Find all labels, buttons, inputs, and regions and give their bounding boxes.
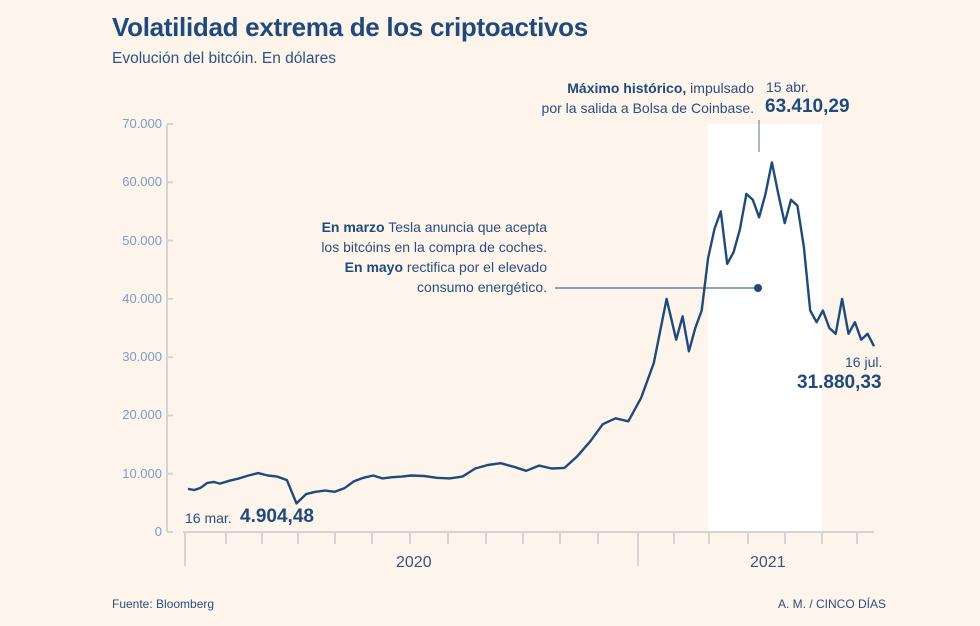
tesla-annotation-text-3: rectifica por el elevado (403, 259, 547, 275)
chart-subtitle: Evolución del bitcóin. En dólares (112, 50, 337, 67)
peak-annotation-line2: por la salida a Bolsa de Coinbase. (541, 100, 754, 116)
x-ticks (184, 532, 858, 566)
tesla-annotation-text-4: consumo energético. (417, 279, 547, 295)
low-date-label: 16 mar. (185, 510, 232, 526)
tesla-annotation-text-2: los bitcóins en la compra de coches. (321, 239, 547, 255)
bitcoin-price-line (187, 161, 876, 505)
peak-value-label: 63.410,29 (765, 96, 850, 117)
y-tick-label: 0 (154, 524, 162, 539)
y-tick-label: 10.000 (122, 465, 162, 481)
last-value-label: 31.880,33 (797, 372, 882, 393)
x-year-label-2021: 2021 (750, 554, 786, 571)
y-ticks (167, 123, 173, 533)
last-date-label: 16 jul. (845, 354, 883, 370)
tesla-annotation-text-1: Tesla anuncia que acepta (384, 219, 547, 235)
x-year-label-2020: 2020 (396, 554, 432, 571)
y-tick-label: 40.000 (122, 290, 162, 306)
peak-date-label: 15 abr. (766, 79, 809, 95)
peak-annotation-text: impulsado (686, 80, 754, 96)
tesla-annotation-bold-march: En marzo (321, 219, 385, 235)
tesla-annotation-bold-may: En mayo (344, 259, 404, 275)
credit-note: A. M. / CINCO DÍAS (777, 597, 886, 611)
y-tick-label: 30.000 (122, 349, 162, 365)
peak-annotation-bold: Máximo histórico, (567, 80, 687, 96)
y-tick-label: 20.000 (122, 407, 162, 423)
peak-annotation: Máximo histórico, impulsado por la salid… (542, 78, 754, 118)
chart-title: Volatilidad extrema de los criptoactivos (112, 12, 588, 42)
low-value-label: 4.904,48 (240, 506, 314, 527)
y-tick-label: 60.000 (122, 174, 162, 190)
tesla-marker-dot (754, 284, 762, 292)
source-note: Fuente: Bloomberg (112, 597, 215, 611)
y-tick-label: 50.000 (122, 232, 162, 248)
y-tick-label: 70.000 (122, 116, 162, 131)
tesla-annotation: En marzo Tesla anuncia que acepta los bi… (321, 217, 547, 297)
highlight-band (708, 124, 822, 532)
